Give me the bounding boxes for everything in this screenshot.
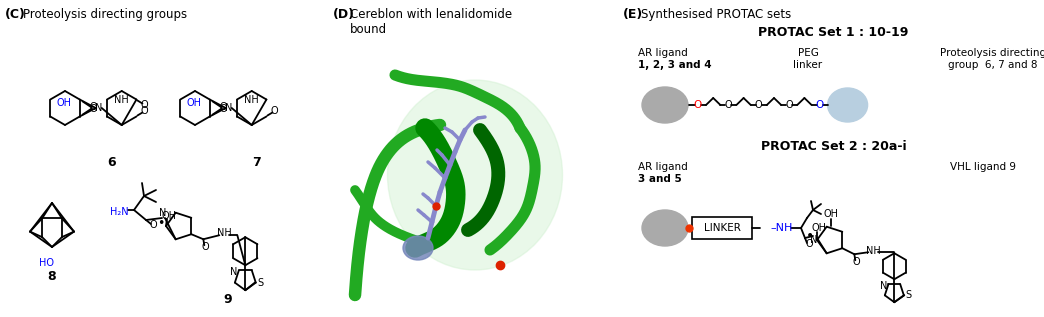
Text: O: O	[853, 257, 860, 267]
Text: S: S	[906, 290, 911, 300]
Text: HO: HO	[40, 258, 54, 268]
Text: O: O	[141, 100, 148, 109]
Ellipse shape	[403, 236, 433, 260]
Text: N: N	[95, 103, 102, 113]
Text: Proteolysis directing groups: Proteolysis directing groups	[23, 8, 187, 21]
Text: NH: NH	[115, 95, 129, 105]
Text: LINKER: LINKER	[704, 223, 740, 233]
Text: O: O	[220, 101, 228, 112]
Text: O: O	[270, 107, 279, 117]
Text: AR ligand: AR ligand	[638, 162, 688, 172]
FancyBboxPatch shape	[692, 217, 752, 239]
Text: OH: OH	[824, 209, 838, 219]
Text: PEG: PEG	[798, 48, 818, 58]
Text: PROTAC Set 1 : 10-19: PROTAC Set 1 : 10-19	[758, 26, 908, 39]
Text: O: O	[141, 107, 148, 117]
Text: 6: 6	[108, 157, 116, 170]
Text: OH: OH	[162, 211, 176, 221]
Text: Cereblon with lenalidomide
bound: Cereblon with lenalidomide bound	[350, 8, 513, 36]
Text: O: O	[90, 105, 97, 114]
Text: O: O	[201, 242, 209, 252]
Text: O: O	[785, 100, 793, 110]
Text: Synthesised PROTAC sets: Synthesised PROTAC sets	[641, 8, 791, 21]
Text: O: O	[220, 105, 228, 114]
Text: N: N	[810, 235, 817, 245]
Text: VHL ligand 9: VHL ligand 9	[950, 162, 1016, 172]
Text: –NH: –NH	[770, 223, 792, 233]
Text: •: •	[158, 217, 165, 230]
Text: OH: OH	[56, 98, 72, 107]
Ellipse shape	[828, 88, 868, 122]
Text: Proteolysis directing: Proteolysis directing	[940, 48, 1044, 58]
Text: S: S	[258, 278, 264, 288]
Ellipse shape	[387, 80, 563, 270]
Text: 7: 7	[253, 157, 261, 170]
Text: O: O	[149, 220, 157, 230]
Text: (D): (D)	[333, 8, 355, 21]
Text: N: N	[880, 281, 887, 291]
Text: 8: 8	[48, 270, 56, 283]
Text: (E): (E)	[623, 8, 643, 21]
Text: NH: NH	[865, 246, 881, 256]
Text: N: N	[160, 208, 167, 218]
Text: •: •	[806, 229, 814, 243]
Text: O: O	[725, 100, 732, 110]
Text: O: O	[805, 239, 813, 249]
Text: N: N	[226, 103, 233, 113]
Text: O: O	[694, 100, 703, 110]
Text: O: O	[755, 100, 762, 110]
Text: (C): (C)	[5, 8, 26, 21]
Text: 1, 2, 3 and 4: 1, 2, 3 and 4	[638, 60, 712, 70]
Text: H₂N: H₂N	[110, 207, 128, 217]
Text: 3 and 5: 3 and 5	[638, 174, 682, 184]
Text: OH: OH	[811, 223, 827, 233]
Text: O: O	[90, 101, 97, 112]
Text: N: N	[230, 267, 238, 277]
Text: linker: linker	[793, 60, 823, 70]
Text: PROTAC Set 2 : 20a-i: PROTAC Set 2 : 20a-i	[761, 140, 906, 153]
Text: NH: NH	[217, 228, 232, 238]
Text: O: O	[815, 100, 824, 110]
Text: 9: 9	[223, 293, 232, 306]
Text: OH: OH	[187, 98, 201, 107]
Ellipse shape	[642, 87, 688, 123]
Text: AR ligand: AR ligand	[638, 48, 688, 58]
Text: NH: NH	[244, 95, 259, 105]
Text: group  6, 7 and 8: group 6, 7 and 8	[948, 60, 1038, 70]
Ellipse shape	[642, 210, 688, 246]
